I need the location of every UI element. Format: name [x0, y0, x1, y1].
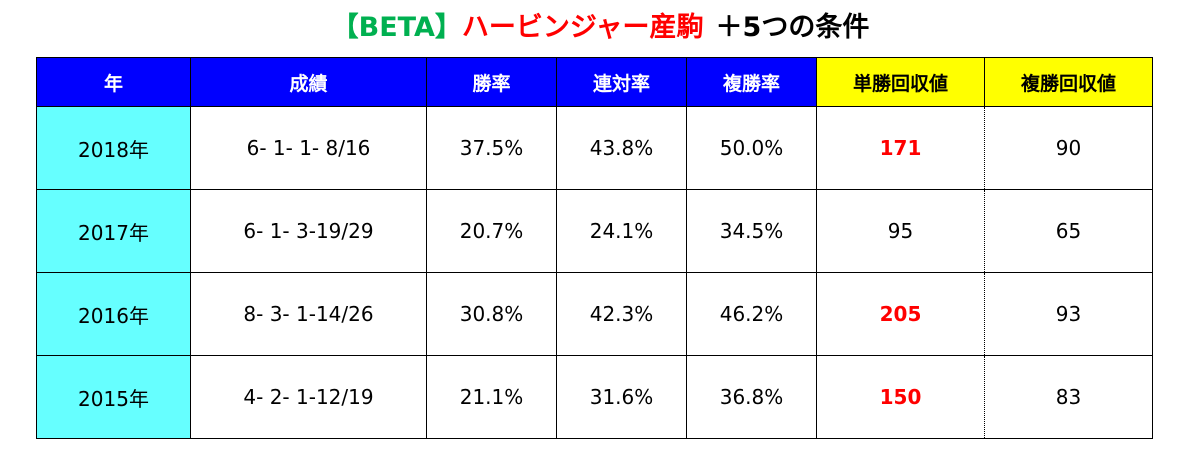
- header-show-rate: 複勝率: [686, 57, 817, 107]
- show-rate-cell: 50.0%: [686, 106, 817, 190]
- show-rate-cell: 34.5%: [686, 189, 817, 273]
- record-cell: 4- 2- 1-12/19: [190, 355, 427, 439]
- table-row: 2016年 8- 3- 1-14/26 30.8% 42.3% 46.2% 20…: [36, 272, 1153, 356]
- title-beta-tag: 【BETA】: [331, 12, 462, 43]
- win-rate-cell: 30.8%: [426, 272, 557, 356]
- win-return-cell: 95: [816, 189, 985, 273]
- header-quinella-rate: 連対率: [556, 57, 687, 107]
- results-table: 年 成績 勝率 連対率 複勝率 単勝回収値 複勝回収値 2018年 6- 1- …: [36, 57, 1153, 439]
- record-cell: 6- 1- 3-19/29: [190, 189, 427, 273]
- win-rate-cell: 37.5%: [426, 106, 557, 190]
- show-rate-cell: 36.8%: [686, 355, 817, 439]
- table-header-row: 年 成績 勝率 連対率 複勝率 単勝回収値 複勝回収値: [36, 57, 1153, 107]
- quinella-rate-cell: 42.3%: [556, 272, 687, 356]
- win-return-cell: 171: [816, 106, 985, 190]
- quinella-rate-cell: 24.1%: [556, 189, 687, 273]
- header-show-return: 複勝回収値: [984, 57, 1153, 107]
- header-record: 成績: [190, 57, 427, 107]
- title-conditions: ＋5つの条件: [715, 12, 870, 43]
- page-title: 【BETA】ハービンジャー産駒 ＋5つの条件: [0, 6, 1201, 50]
- year-cell: 2018年: [36, 106, 191, 190]
- win-return-cell: 205: [816, 272, 985, 356]
- table-row: 2017年 6- 1- 3-19/29 20.7% 24.1% 34.5% 95…: [36, 189, 1153, 273]
- record-cell: 6- 1- 1- 8/16: [190, 106, 427, 190]
- show-return-cell: 93: [984, 272, 1153, 356]
- header-win-return: 単勝回収値: [816, 57, 985, 107]
- win-rate-cell: 20.7%: [426, 189, 557, 273]
- table-row: 2018年 6- 1- 1- 8/16 37.5% 43.8% 50.0% 17…: [36, 106, 1153, 190]
- show-return-cell: 90: [984, 106, 1153, 190]
- win-rate-cell: 21.1%: [426, 355, 557, 439]
- record-cell: 8- 3- 1-14/26: [190, 272, 427, 356]
- show-return-cell: 65: [984, 189, 1153, 273]
- header-year: 年: [36, 57, 191, 107]
- win-return-cell: 150: [816, 355, 985, 439]
- table-row: 2015年 4- 2- 1-12/19 21.1% 31.6% 36.8% 15…: [36, 355, 1153, 439]
- header-win-rate: 勝率: [426, 57, 557, 107]
- show-rate-cell: 46.2%: [686, 272, 817, 356]
- year-cell: 2016年: [36, 272, 191, 356]
- year-cell: 2017年: [36, 189, 191, 273]
- quinella-rate-cell: 43.8%: [556, 106, 687, 190]
- title-sire-name: ハービンジャー産駒: [461, 12, 704, 43]
- quinella-rate-cell: 31.6%: [556, 355, 687, 439]
- year-cell: 2015年: [36, 355, 191, 439]
- show-return-cell: 83: [984, 355, 1153, 439]
